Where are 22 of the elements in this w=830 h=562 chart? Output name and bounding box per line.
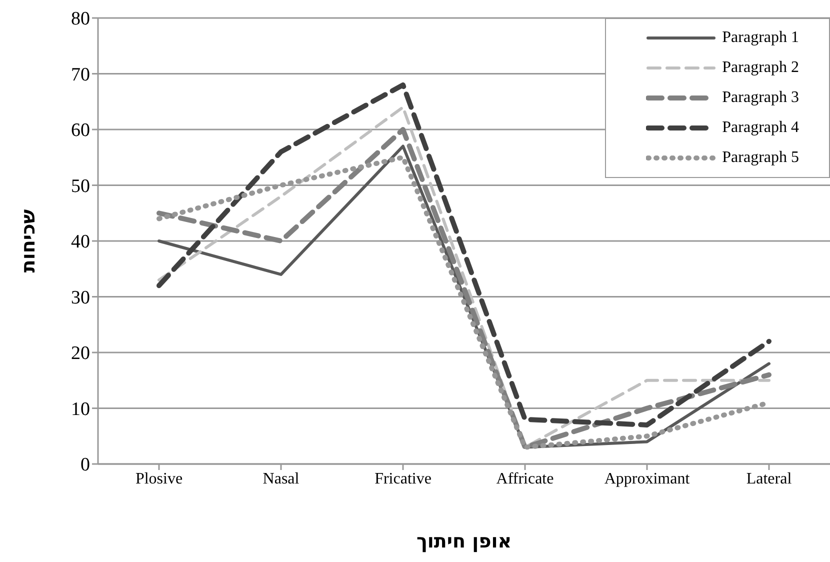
x-axis-title: אופן חיתוך: [416, 530, 512, 552]
x-tick-label: Nasal: [262, 470, 300, 488]
x-tick-label: Approximant: [604, 470, 690, 488]
y-axis-title: שכיחות: [18, 208, 40, 273]
y-tick-label: 80: [71, 8, 90, 30]
legend-label: Paragraph 5: [722, 149, 799, 167]
y-tick-label: 10: [71, 398, 90, 420]
y-tick-label: 60: [71, 120, 90, 142]
y-tick-label: 20: [71, 343, 90, 364]
y-tick-label: 70: [71, 64, 90, 86]
y-tick-label: 40: [71, 232, 90, 253]
legend-label: Paragraph 1: [722, 29, 799, 47]
x-tick-label: Affricate: [496, 470, 554, 488]
y-tick-label: 30: [71, 287, 90, 308]
x-tick-label: Fricative: [374, 470, 432, 488]
x-tick-label: Lateral: [746, 470, 792, 488]
y-tick-label: 50: [71, 176, 90, 197]
x-tick-label: Plosive: [135, 470, 183, 488]
legend-label: Paragraph 4: [722, 119, 799, 137]
y-tick-label: 0: [80, 454, 90, 476]
legend-label: Paragraph 2: [722, 59, 799, 77]
legend-label: Paragraph 3: [722, 89, 799, 107]
